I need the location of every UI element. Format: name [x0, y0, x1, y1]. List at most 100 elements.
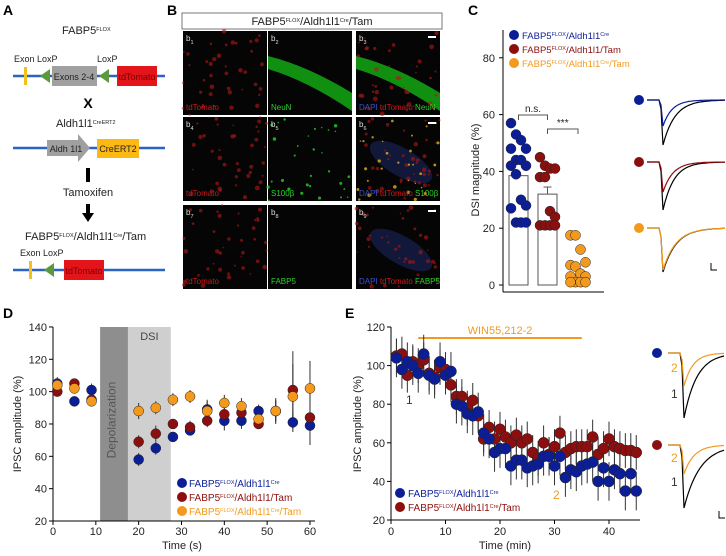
c-significance-label: *** [557, 118, 569, 129]
text-part: FABP5 [62, 25, 96, 37]
scale-bar [428, 122, 436, 124]
cell-dot [191, 222, 195, 225]
c-data-point [510, 168, 522, 180]
superscript: Cre [490, 504, 499, 510]
cell-dot [374, 84, 378, 88]
cell-dot [393, 185, 397, 189]
cell-dot [218, 188, 222, 192]
down-arrow-icon [82, 213, 94, 222]
cell-dot [412, 163, 415, 166]
e-data-point [548, 440, 561, 453]
cell-dot [399, 212, 402, 215]
cell-dot [403, 260, 406, 263]
exon-label: Exon [14, 54, 35, 64]
cell-dot [397, 285, 400, 288]
d-data-point [150, 402, 162, 414]
cell-dot [255, 259, 260, 264]
c-data-point [580, 257, 591, 268]
cell-dot [358, 198, 361, 201]
cell-dot [372, 96, 378, 102]
cell-dot [198, 134, 203, 140]
cell-dot [254, 218, 257, 222]
stain-label: FABP5 [271, 277, 296, 286]
exon-mark [24, 67, 27, 85]
stain-blue: DAPI [359, 103, 378, 112]
cell-dot [226, 275, 232, 280]
c-data-point [580, 276, 591, 288]
e-x-tick-label: 40 [603, 526, 615, 538]
cell-dot [436, 173, 439, 177]
d-data-point [69, 396, 80, 407]
cell-dot [257, 119, 261, 124]
d-y-tick-label: 60 [35, 451, 47, 463]
e-data-point [592, 475, 604, 488]
cell-dot [317, 196, 322, 200]
micrograph-label: b9 [359, 208, 367, 220]
cell-dot [214, 116, 219, 121]
cell-dot [360, 93, 365, 99]
cell-dot [406, 176, 411, 182]
cell-dot [224, 71, 229, 76]
cell-dot [389, 85, 394, 90]
cell-dot [230, 40, 236, 45]
cell-dot [438, 119, 441, 122]
cell-dot [434, 93, 438, 97]
cell-dot [208, 116, 211, 119]
cell-dot [380, 167, 383, 170]
superscript: Cre [271, 480, 280, 486]
exons-box [52, 66, 97, 86]
e-data-point [445, 379, 457, 391]
superscript: FLOX [439, 490, 454, 496]
cell-dot [201, 103, 205, 107]
e-data-point [548, 460, 561, 472]
cell-dot [364, 132, 368, 136]
cell-dot [265, 249, 268, 252]
c-data-point [565, 276, 576, 288]
cell-dot [346, 196, 349, 198]
trace-1 [668, 444, 725, 509]
loxp-triangle [40, 69, 50, 83]
cell-dot [354, 221, 359, 226]
panel-b-header: FABP5FLOX/Aldh1l1Cre/Tam [251, 16, 372, 28]
d-data-point [86, 384, 97, 396]
cell-dot [249, 273, 252, 275]
label-main: b [359, 120, 364, 129]
superscript: FLOX [439, 504, 454, 510]
cell-dot [312, 148, 316, 151]
d-data-point [304, 412, 316, 423]
cell-dot [209, 84, 215, 90]
cell-dot [388, 49, 391, 53]
cell-dot [181, 81, 185, 84]
cell-dot [236, 224, 240, 227]
d-data-point [219, 397, 230, 409]
cell-dot [254, 38, 259, 43]
cell-dot [380, 236, 384, 239]
cell-dot [379, 186, 385, 192]
cell-dot [423, 235, 429, 240]
c-significance-label: n.s. [525, 104, 541, 115]
cell-dot [300, 191, 304, 195]
cell-dot [422, 154, 427, 159]
cell-dot [255, 125, 258, 129]
c-data-point [505, 160, 517, 171]
superscript: Cre [113, 233, 122, 239]
cell-dot [188, 64, 191, 67]
cell-dot [201, 105, 205, 109]
cell-dot [309, 174, 313, 177]
cell-dot [259, 116, 262, 119]
cell-dot [407, 179, 410, 182]
cell-dot [367, 193, 371, 197]
e-data-point [472, 406, 484, 418]
text-part: /Tam [499, 503, 521, 514]
cell-dot [415, 65, 419, 68]
cell-dot [197, 274, 200, 277]
cell-dot [362, 212, 364, 215]
trace-control [647, 161, 725, 211]
stain-label: DAPI tdTomato S100β [359, 189, 439, 198]
c-data-point [575, 244, 586, 255]
cell-dot [418, 233, 423, 237]
c-data-point [505, 203, 517, 214]
cell-dot [200, 283, 206, 288]
text-part: FABP5 [408, 503, 440, 514]
stain-green: FABP5 [271, 277, 296, 286]
